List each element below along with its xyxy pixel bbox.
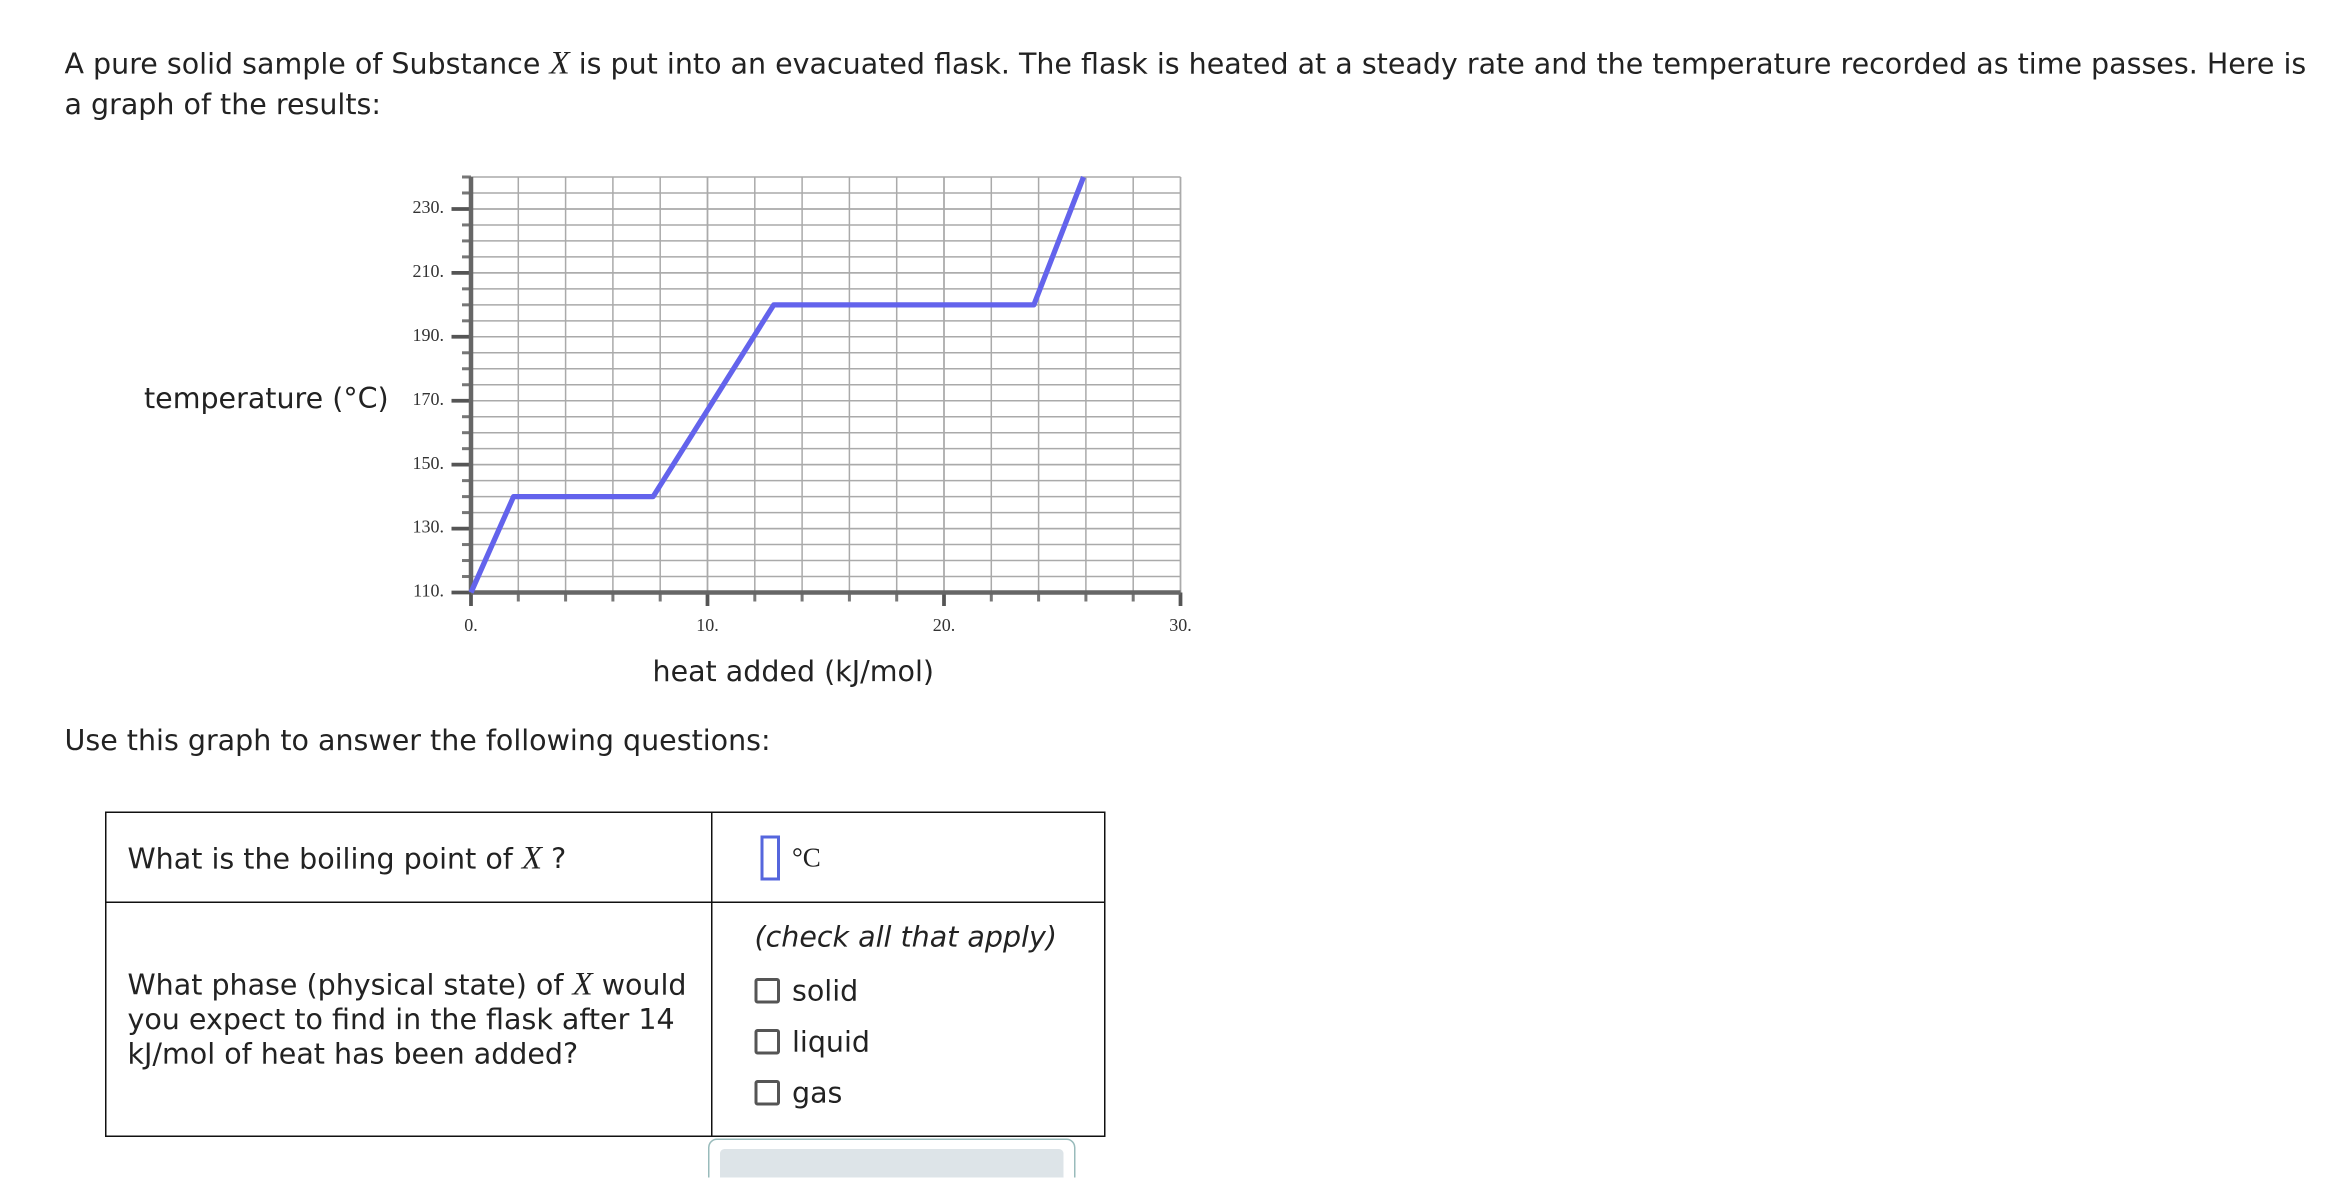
variable: X — [549, 43, 570, 82]
checkbox[interactable] — [754, 977, 780, 1003]
data-line — [468, 176, 1086, 594]
question-text: would you expect to find in the flask af… — [127, 969, 687, 1071]
intro: A pure solid sample of Substance X is pu… — [65, 42, 2330, 126]
y-tick-label: 130. — [413, 517, 445, 537]
x-tick-label: 0. — [464, 615, 478, 635]
option-label: solid — [792, 974, 859, 1008]
intro-text: is put into an evacuated flask. The flas… — [64, 48, 2307, 122]
x-tick-label: 30. — [1169, 615, 1192, 635]
checkbox[interactable] — [754, 1079, 780, 1105]
variable: X — [521, 837, 543, 876]
option-label: liquid — [792, 1025, 870, 1059]
question-text: ? — [551, 842, 567, 876]
x-axis-label: heat added (kJ/mol) — [652, 655, 935, 689]
y-tick-label: 210. — [413, 261, 445, 281]
option: solid — [754, 965, 1084, 1016]
prompt: Use this graph to answer the following q… — [64, 724, 771, 758]
x-tick-label: 10. — [696, 615, 719, 635]
variable: X — [572, 964, 593, 1002]
answer-input[interactable] — [760, 834, 780, 880]
question-text: What is the boiling point of — [127, 842, 513, 876]
y-tick-label: 230. — [413, 197, 445, 217]
unit: °C — [792, 841, 821, 872]
y-tick-label: 150. — [413, 453, 445, 473]
question-table: What is the boiling point of X ? °C What… — [105, 811, 1106, 1137]
checkbox[interactable] — [754, 1028, 780, 1054]
option: liquid — [754, 1016, 1084, 1067]
intro-text: A pure solid sample of Substance — [64, 48, 541, 81]
y-tick-label: 170. — [413, 389, 445, 409]
y-axis-label: temperature (°C) — [144, 382, 389, 416]
option: gas — [754, 1067, 1084, 1118]
answer-cell: (check all that apply) solid liquid gas — [711, 901, 1106, 1137]
y-tick-label: 110. — [413, 581, 444, 601]
y-tick-label: 190. — [413, 325, 445, 345]
hint: (check all that apply) — [754, 920, 1057, 954]
question-text: What phase (physical state) of — [127, 969, 564, 1002]
question-cell: What is the boiling point of X ? — [105, 811, 713, 903]
answer-cell: °C — [711, 811, 1106, 903]
check-button[interactable] — [720, 1149, 1064, 1178]
button-frame — [708, 1138, 1076, 1178]
option-label: gas — [792, 1076, 843, 1110]
x-tick-label: 20. — [933, 615, 956, 635]
question-cell: What phase (physical state) of X would y… — [105, 901, 713, 1137]
options: solid liquid gas — [754, 965, 1084, 1118]
